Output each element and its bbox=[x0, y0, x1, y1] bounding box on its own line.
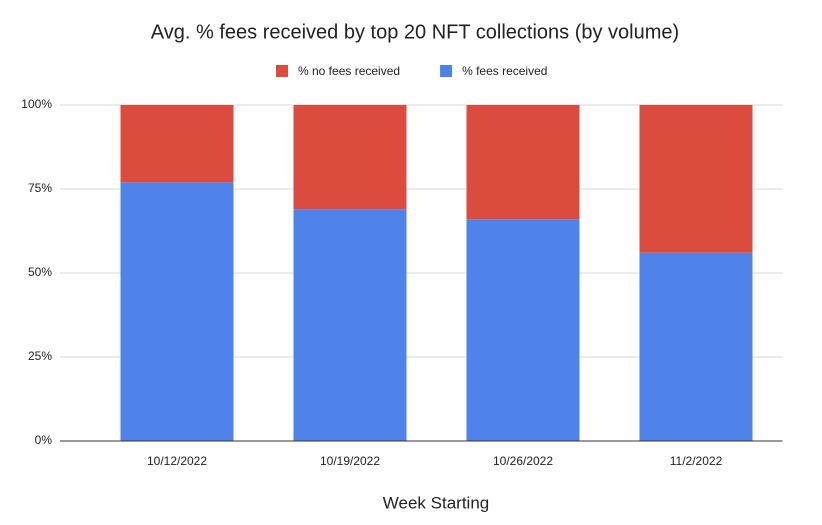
bar-segment bbox=[639, 252, 753, 441]
bar-segment bbox=[466, 105, 580, 220]
legend-swatch bbox=[276, 65, 288, 77]
x-tick-label: 10/19/2022 bbox=[320, 454, 380, 468]
y-tick-label: 0% bbox=[35, 433, 53, 447]
bar-segment bbox=[120, 182, 234, 441]
y-tick-label: 50% bbox=[28, 265, 52, 279]
x-tick-label: 11/2/2022 bbox=[670, 454, 723, 468]
y-tick-label: 100% bbox=[21, 97, 52, 111]
chart-title: Avg. % fees received by top 20 NFT colle… bbox=[151, 21, 679, 43]
y-tick-label: 75% bbox=[28, 181, 52, 195]
bar-segment bbox=[120, 105, 234, 183]
x-tick-label: 10/26/2022 bbox=[493, 454, 553, 468]
y-tick-label: 25% bbox=[28, 349, 52, 363]
x-tick-label: 10/12/2022 bbox=[147, 454, 207, 468]
bar-segment bbox=[466, 219, 580, 441]
x-axis-title: Week Starting bbox=[383, 493, 489, 512]
legend-label: % fees received bbox=[462, 64, 547, 78]
bar-segment bbox=[293, 209, 407, 441]
bar-segment bbox=[293, 105, 407, 210]
bar-segment bbox=[639, 105, 753, 253]
legend-swatch bbox=[440, 65, 453, 77]
legend-label: % no fees received bbox=[298, 64, 400, 78]
